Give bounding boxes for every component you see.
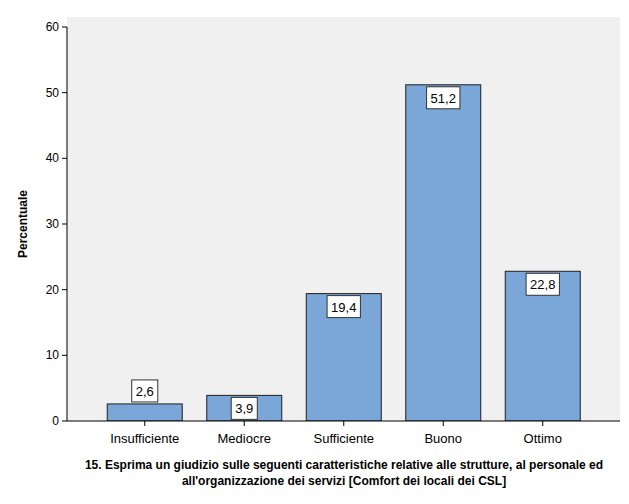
y-axis-title: Percentuale xyxy=(16,190,30,258)
y-tick-label: 20 xyxy=(46,283,60,297)
x-tick xyxy=(244,421,245,426)
bar xyxy=(107,404,182,421)
y-tick xyxy=(62,421,67,422)
data-label: 2,6 xyxy=(136,384,154,399)
y-tick-label: 30 xyxy=(46,217,60,231)
x-axis-title: 15. Esprima un giudizio sulle seguenti c… xyxy=(68,457,620,489)
y-tick-label: 40 xyxy=(46,151,60,165)
data-label-group: 19,4 xyxy=(327,296,360,318)
data-label-group: 51,2 xyxy=(427,87,460,109)
y-tick-label: 10 xyxy=(46,348,60,362)
y-tick-label: 0 xyxy=(52,414,59,428)
bar xyxy=(505,271,580,421)
y-tick-label: 60 xyxy=(46,20,60,34)
x-tick xyxy=(443,421,444,426)
data-label-box xyxy=(327,296,360,318)
data-label-box xyxy=(427,87,460,109)
x-tick xyxy=(343,421,344,426)
chart-wrap: 0 10 20 30 40 50 60 Insufficiente Mediocre Suffic… xyxy=(0,0,629,504)
x-tick-label: Buono xyxy=(424,431,462,446)
x-tick xyxy=(144,421,145,426)
y-tick xyxy=(62,27,67,28)
data-label: 51,2 xyxy=(431,91,456,106)
y-tick xyxy=(62,158,67,159)
y-tick xyxy=(62,355,67,356)
chart-svg: 0 10 20 30 40 50 60 Insufficiente Mediocre Suffic… xyxy=(0,0,629,504)
data-label-box xyxy=(231,397,257,419)
y-tick-label: 50 xyxy=(46,86,60,100)
bars xyxy=(107,85,580,421)
x-tick-label: Mediocre xyxy=(218,431,271,446)
data-label-box xyxy=(132,380,158,402)
data-label-box xyxy=(526,273,559,295)
data-label-group: 3,9 xyxy=(231,397,257,419)
x-tick-label: Ottimo xyxy=(524,431,562,446)
x-tick xyxy=(542,421,543,426)
data-label-group: 2,6 xyxy=(132,380,158,402)
x-tick-label: Insufficiente xyxy=(110,431,179,446)
y-tick xyxy=(62,289,67,290)
bar xyxy=(406,85,481,421)
y-tick xyxy=(62,224,67,225)
data-label: 19,4 xyxy=(331,300,356,315)
bar xyxy=(207,395,282,421)
data-label-group: 22,8 xyxy=(526,273,559,295)
plot-background xyxy=(67,17,620,421)
data-label: 3,9 xyxy=(235,401,253,416)
x-tick-label: Sufficiente xyxy=(314,431,374,446)
data-label: 22,8 xyxy=(530,277,555,292)
y-tick xyxy=(62,92,67,93)
bar xyxy=(306,294,381,421)
